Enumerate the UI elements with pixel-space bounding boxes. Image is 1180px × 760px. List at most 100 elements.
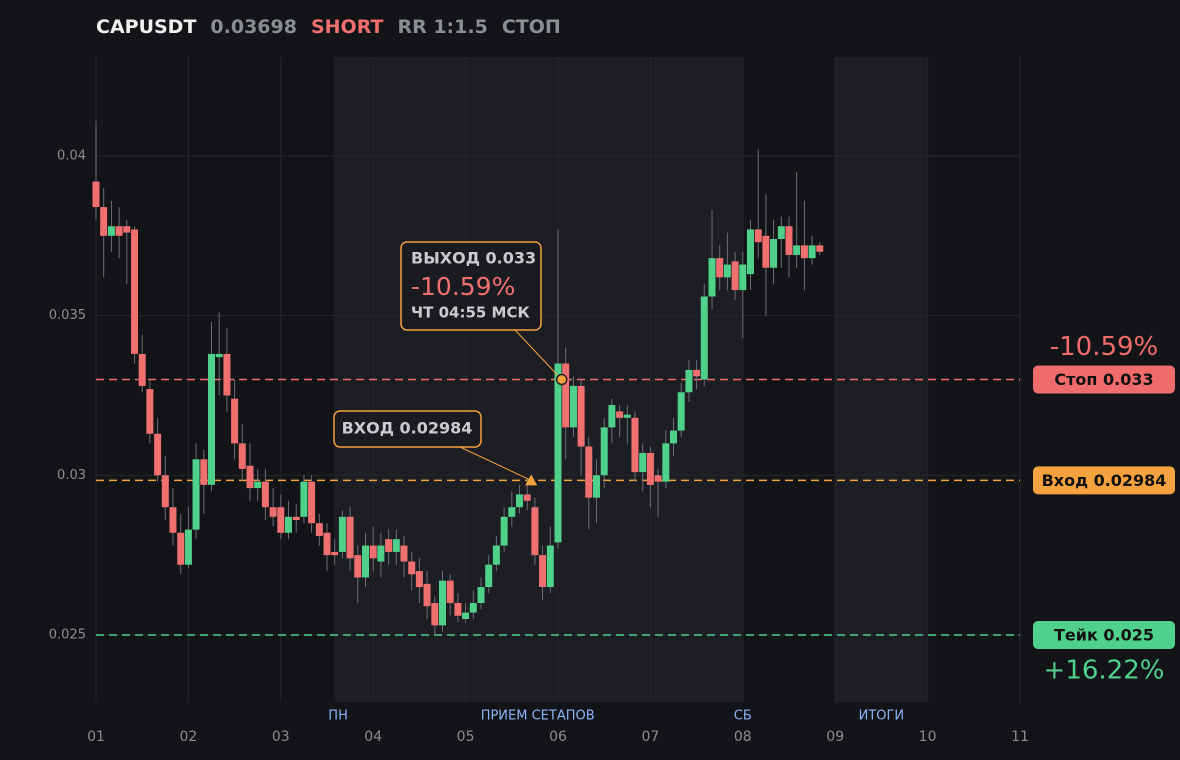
candle-body [392,539,400,552]
candle-body [354,555,362,578]
candle-body [585,446,593,498]
candle-body [231,398,239,444]
exit-box [400,241,542,331]
candle-body [777,226,785,240]
candle-body [269,507,277,517]
x-tick-label: 07 [641,729,659,745]
header: CAPUSDT 0.03698 SHORT RR 1:1.5 СТОП [96,16,561,38]
candle-body [785,226,793,255]
candle-body [662,443,670,482]
candle-body [192,459,200,530]
candle-body [177,532,185,565]
candle-body [385,539,393,552]
entry-label: ВХОД 0.02984 [342,419,473,438]
candle-body [693,369,701,377]
candle-body [531,507,539,556]
candle-body [446,580,454,604]
x-tick-label: 03 [272,729,290,745]
candle-body [677,392,685,431]
candle-body [577,385,585,447]
candle-body [369,545,377,559]
exit-marker [555,373,568,386]
y-tick-label: 0.035 [49,308,86,323]
candle-body [492,545,500,565]
status: СТОП [501,16,561,38]
exit-leader [514,329,563,380]
candle-body [554,363,562,543]
candle-body [107,226,115,236]
candle-body [338,516,346,552]
exit-time: ЧТ 04:55 МСК [411,304,530,322]
x-tick-label: 09 [826,729,844,745]
candle-body [546,545,554,588]
candle-body [377,545,385,562]
candle-body [646,452,654,485]
y-tick-label: 0.025 [49,627,86,642]
session-label: ПРИЕМ СЕТАПОВ [481,709,595,724]
y-tick-label: 0.04 [57,148,86,163]
x-tick-label: 01 [87,729,105,745]
candle-body [100,207,108,236]
candle-body [161,475,169,508]
level-badge [1033,620,1175,649]
candle-body [362,545,370,578]
candle-body [169,507,177,533]
symbol: CAPUSDT [96,16,197,38]
candle-body [500,516,508,546]
candle-body [469,603,477,613]
y-tick-label: 0.03 [57,468,86,483]
candle-body [515,494,523,508]
x-tick-label: 02 [179,729,197,745]
candle-body [793,245,801,255]
candle-body [608,405,616,428]
candle-body [746,229,754,275]
candle-body [754,229,762,243]
candle-body [816,245,824,252]
level-label: Стоп 0.033 [1054,370,1153,389]
session-label: ИТОГИ [859,709,905,724]
candle-body [284,516,292,533]
candle-body [208,353,215,485]
candle-body [700,296,708,380]
candle-body [261,481,269,508]
candle-body [600,427,608,476]
candle-body [131,229,139,354]
candle-body [431,603,439,626]
candle-body [623,414,631,418]
side: SHORT [310,16,384,38]
candle-body [184,529,192,565]
candle-body [731,261,739,291]
candle-body [539,555,547,588]
exit-title: ВЫХОД 0.033 [411,249,536,268]
candle-body [462,612,470,619]
candle-body [800,245,808,259]
candle-body [308,481,316,524]
x-tick-label: 05 [457,729,475,745]
x-tick-label: 08 [734,729,752,745]
level-label: Вход 0.02984 [1042,471,1167,490]
session-label: ПН [328,709,348,724]
candle-body [685,369,693,393]
session-label: СБ [734,709,752,724]
level-badge [1033,365,1175,394]
candle-body [323,532,331,556]
candle-body [508,507,516,517]
candle-body [716,258,724,278]
candle-body [92,181,100,208]
candle-body [477,587,485,604]
candle-body [631,417,639,473]
candle-body [423,583,431,607]
candle-body [300,481,308,517]
level-badge [1033,466,1175,495]
candle-body [254,481,262,489]
candle-body [770,239,778,268]
candle-body [292,516,300,520]
candle-body [739,264,747,291]
candle-body [616,411,624,418]
candle-body [415,571,423,588]
entry-marker [525,474,538,486]
candle-body [331,551,339,556]
candle-body [138,353,146,386]
